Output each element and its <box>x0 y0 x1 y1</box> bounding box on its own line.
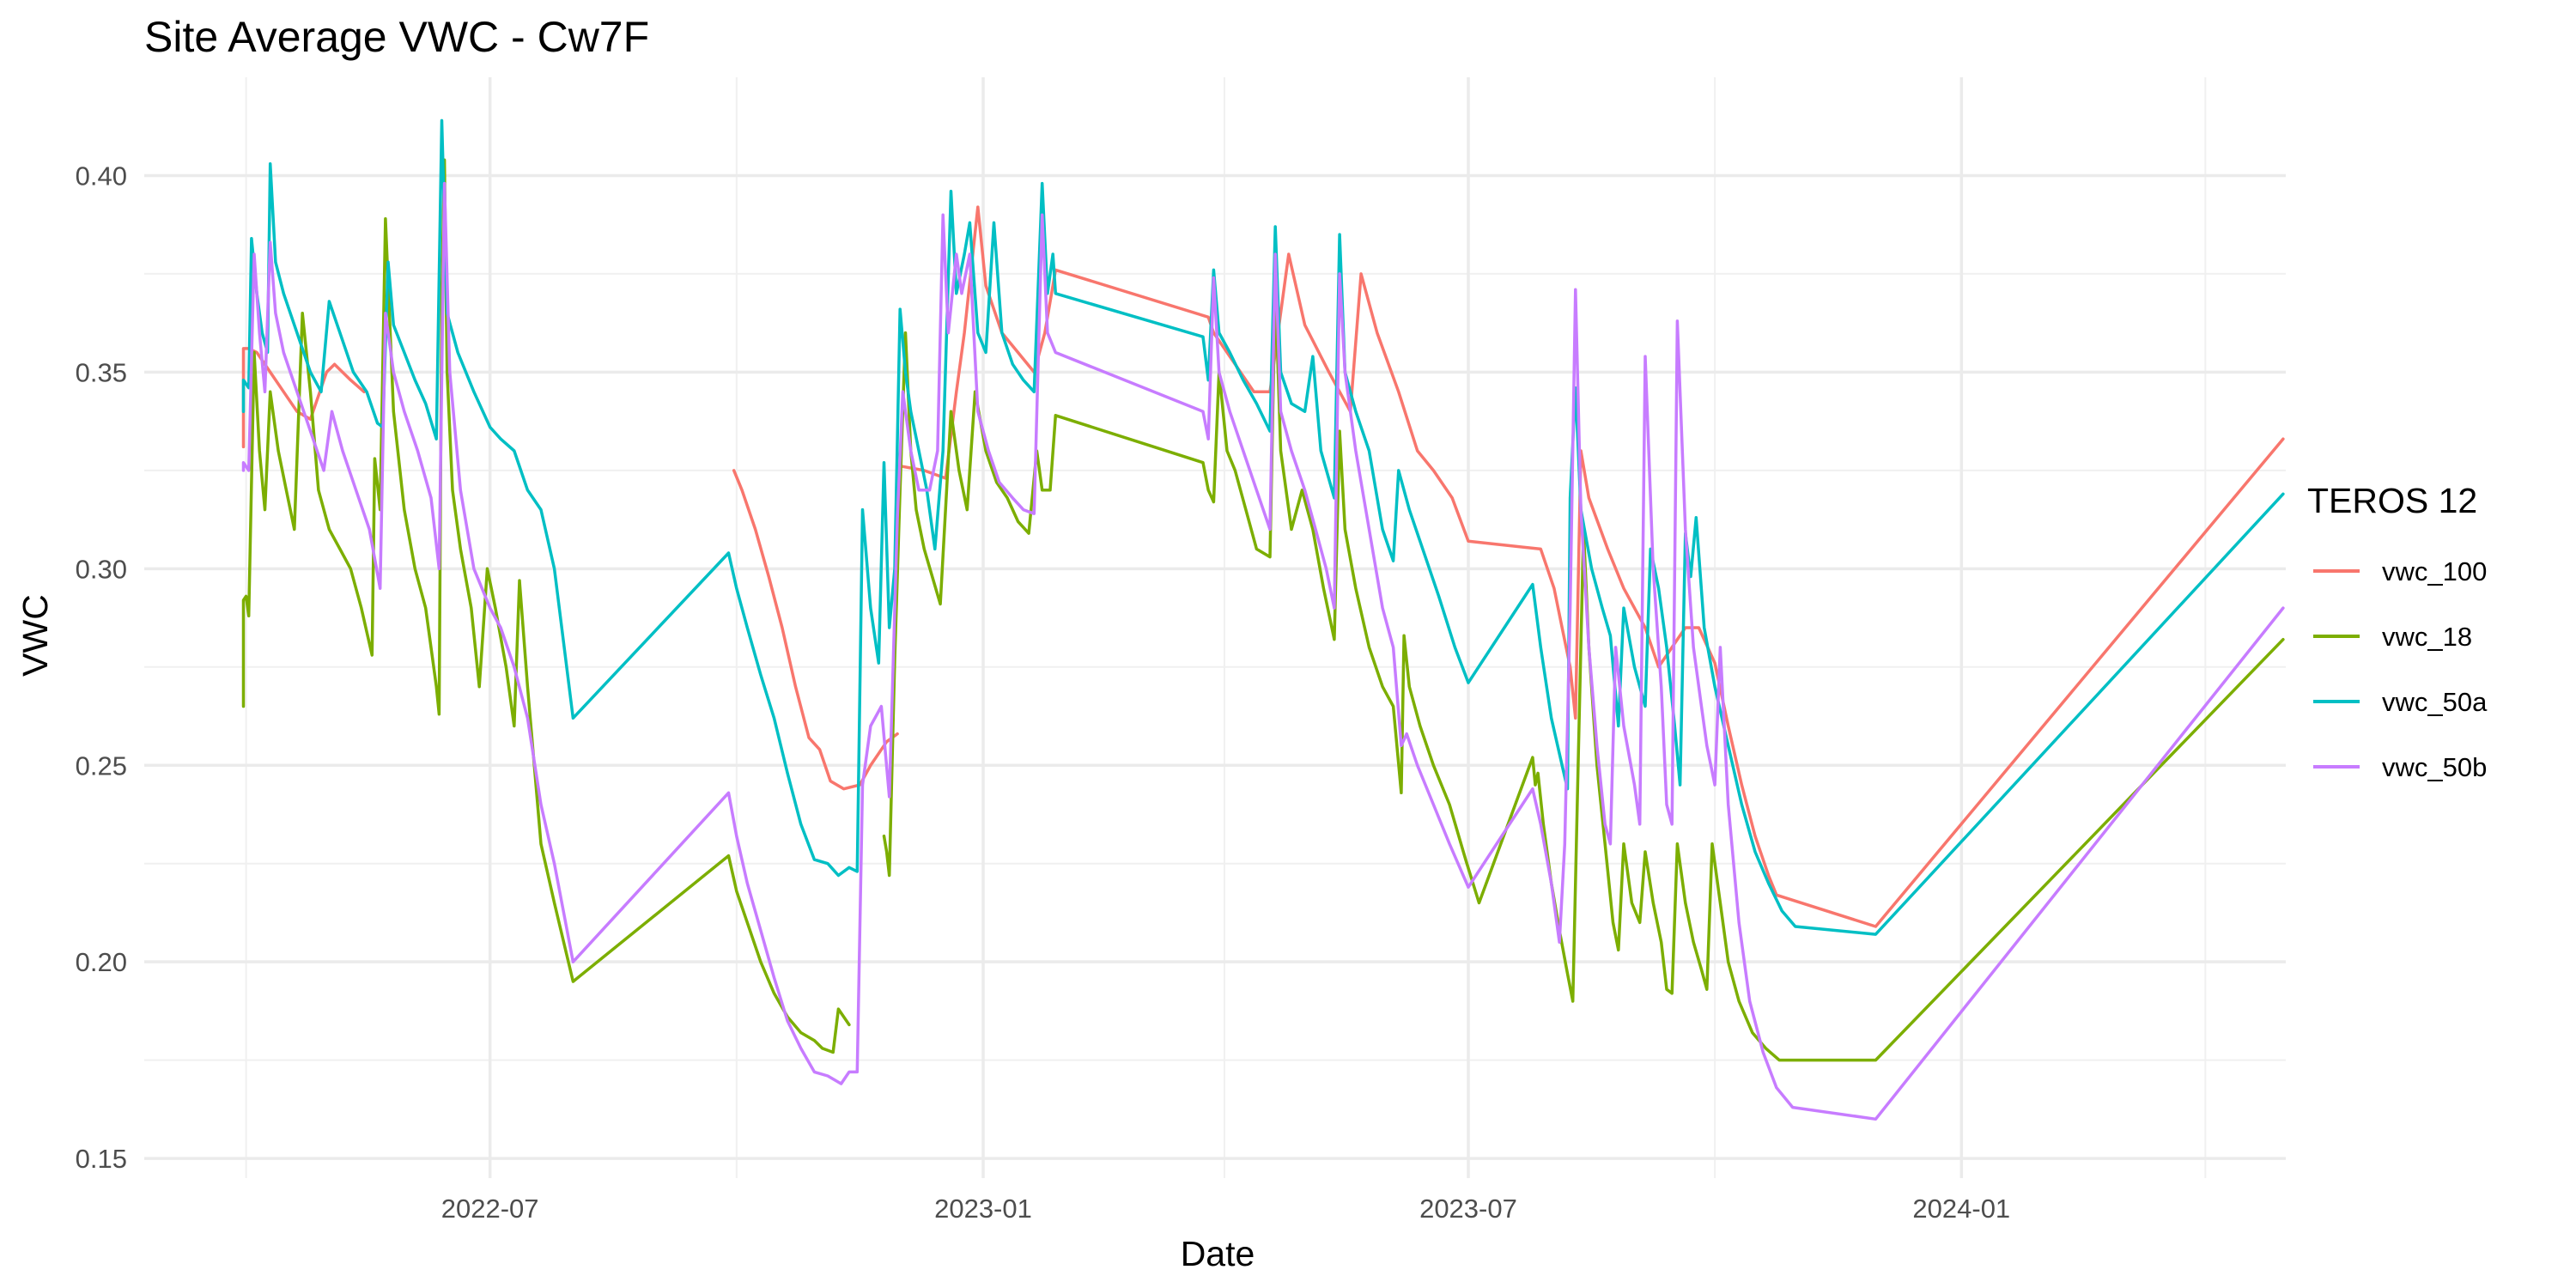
legend-label-vwc_100: vwc_100 <box>2382 556 2487 586</box>
series-line-vwc_100 <box>241 347 366 449</box>
series-line-vwc_18 <box>882 283 2285 1062</box>
y-tick-label: 0.35 <box>76 357 127 387</box>
y-tick-label: 0.15 <box>76 1144 127 1174</box>
legend-item-vwc_50a: vwc_50a <box>2313 687 2488 717</box>
x-tick-label: 2023-01 <box>934 1194 1032 1224</box>
chart-title: Site Average VWC - Cw7F <box>144 13 649 61</box>
legend-label-vwc_18: vwc_18 <box>2382 622 2472 652</box>
series-lines <box>241 118 2285 1121</box>
x-tick-label: 2023-07 <box>1419 1194 1517 1224</box>
legend-title: TEROS 12 <box>2307 481 2477 520</box>
x-axis-ticks: 2022-07 2023-01 2023-07 2024-01 <box>441 1194 2010 1224</box>
y-tick-label: 0.30 <box>76 554 127 584</box>
series-vwc_100 <box>241 205 2285 928</box>
legend-item-vwc_100: vwc_100 <box>2313 556 2487 586</box>
legend: TEROS 12 vwc_100 vwc_18 vwc_50a vwc_50b <box>2307 481 2488 782</box>
series-line-vwc_50b <box>241 181 2285 1121</box>
y-tick-label: 0.25 <box>76 750 127 781</box>
legend-label-vwc_50a: vwc_50a <box>2382 687 2488 717</box>
legend-items: vwc_100 vwc_18 vwc_50a vwc_50b <box>2313 556 2488 782</box>
series-vwc_50a <box>241 118 2285 936</box>
series-vwc_50b <box>241 181 2285 1121</box>
y-axis-ticks: 0.15 0.20 0.25 0.30 0.35 0.40 <box>76 161 127 1174</box>
y-tick-label: 0.40 <box>76 161 127 191</box>
series-vwc_18 <box>241 158 2285 1062</box>
x-tick-label: 2022-07 <box>441 1194 539 1224</box>
grid-major <box>144 77 2286 1178</box>
series-line-vwc_100 <box>732 469 899 791</box>
y-axis-title: VWC <box>15 594 55 677</box>
x-tick-label: 2024-01 <box>1912 1194 2010 1224</box>
legend-item-vwc_18: vwc_18 <box>2313 622 2472 652</box>
series-line-vwc_50a <box>241 118 2285 936</box>
x-axis-title: Date <box>1181 1234 1255 1273</box>
series-line-vwc_100 <box>901 205 2285 928</box>
y-tick-label: 0.20 <box>76 947 127 977</box>
legend-item-vwc_50b: vwc_50b <box>2313 752 2487 782</box>
grid-minor <box>144 77 2286 1178</box>
legend-label-vwc_50b: vwc_50b <box>2382 752 2487 782</box>
